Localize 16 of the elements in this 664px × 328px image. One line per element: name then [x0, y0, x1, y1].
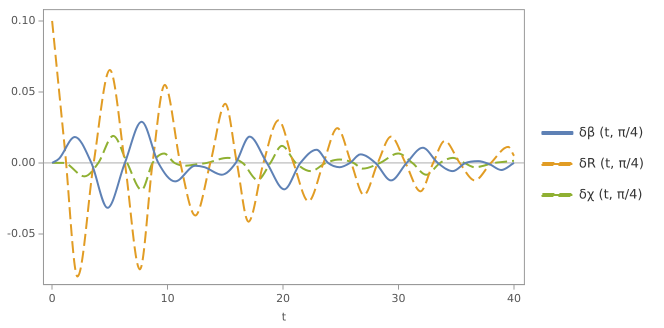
x-tick-label: 10: [160, 292, 175, 306]
x-tick-label: 40: [507, 292, 522, 306]
x-tick-label: 20: [276, 292, 290, 306]
y-tick-label: 0.00: [10, 156, 36, 169]
line-series: [51, 20, 516, 278]
x-tick-label: 30: [392, 292, 406, 306]
x-tick-label: 0: [48, 292, 56, 306]
line-series: [51, 134, 516, 191]
x-axis-title: t: [282, 310, 287, 324]
y-tick-label: 0.10: [10, 14, 36, 27]
legend-label: δR (t, π/4): [578, 156, 644, 172]
legend-label: δβ (t, π/4): [578, 125, 644, 140]
y-tick-label: 0.05: [10, 84, 36, 98]
legend-label: δχ (t, π/4): [578, 187, 642, 202]
y-tick-label: -0.05: [6, 226, 36, 240]
line-series: [51, 120, 516, 209]
